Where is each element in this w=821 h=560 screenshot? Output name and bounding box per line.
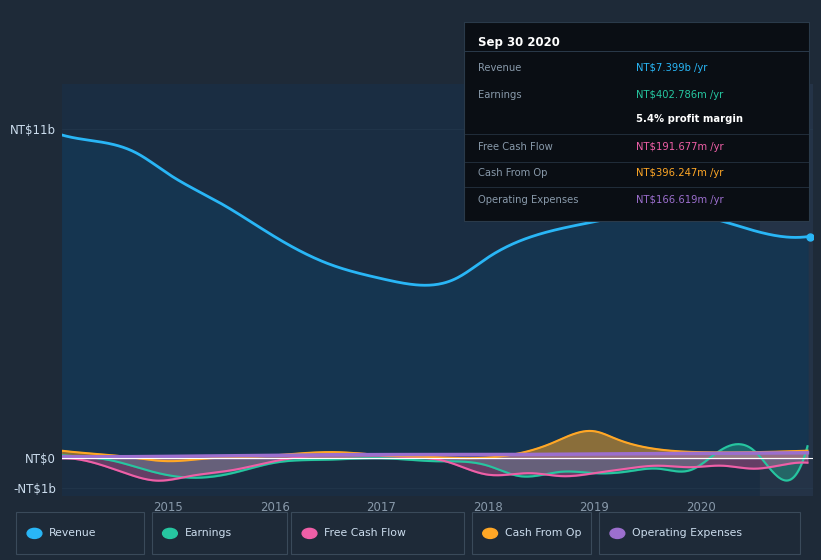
Text: NT$396.247m /yr: NT$396.247m /yr [636, 169, 723, 179]
Text: 5.4% profit margin: 5.4% profit margin [636, 114, 743, 124]
Text: Revenue: Revenue [478, 63, 521, 73]
Text: NT$191.677m /yr: NT$191.677m /yr [636, 142, 724, 152]
Text: NT$166.619m /yr: NT$166.619m /yr [636, 195, 724, 206]
Text: Operating Expenses: Operating Expenses [632, 529, 742, 538]
Bar [759, 84, 813, 496]
Text: Free Cash Flow: Free Cash Flow [478, 142, 553, 152]
Text: NT$402.786m /yr: NT$402.786m /yr [636, 90, 723, 100]
Text: Free Cash Flow: Free Cash Flow [324, 529, 406, 538]
Text: Earnings: Earnings [185, 529, 232, 538]
Text: Revenue: Revenue [49, 529, 97, 538]
Text: Operating Expenses: Operating Expenses [478, 195, 578, 206]
Text: Sep 30 2020: Sep 30 2020 [478, 36, 560, 49]
Text: Cash From Op: Cash From Op [505, 529, 581, 538]
Text: NT$7.399b /yr: NT$7.399b /yr [636, 63, 708, 73]
Text: Earnings: Earnings [478, 90, 521, 100]
Text: Cash From Op: Cash From Op [478, 169, 547, 179]
